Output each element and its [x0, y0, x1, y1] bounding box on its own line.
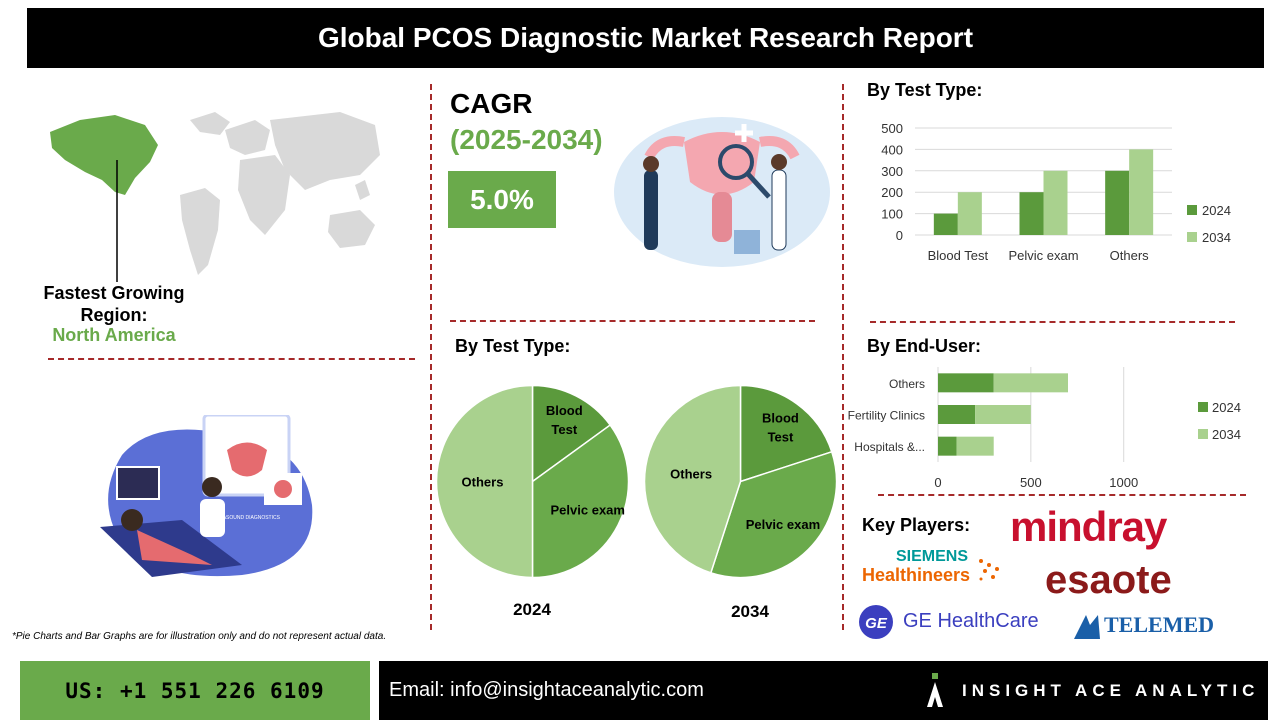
divider-right: [842, 84, 844, 630]
pie-slice: [739, 384, 833, 483]
pie-section-title: By Test Type:: [455, 336, 571, 356]
y-tick-label: Hospitals &...: [854, 440, 925, 454]
pie-label: Test: [551, 422, 577, 437]
telemed-logo-icon: [1074, 615, 1100, 639]
bar-2034: [975, 405, 1031, 424]
telemed-logo: TELEMED: [1104, 612, 1215, 637]
cagr-label: CAGR: [450, 88, 533, 119]
pie-2034-year: 2034: [731, 602, 769, 621]
bar-2034: [993, 373, 1068, 393]
x-tick-label: Blood Test: [928, 248, 989, 263]
ge-healthcare-logo: GE HealthCare: [903, 610, 1039, 632]
bar-2024: [1019, 192, 1044, 235]
legend-swatch-2034: [1198, 429, 1208, 439]
y-tick-label: 300: [881, 164, 903, 179]
pie-2024-year: 2024: [513, 600, 551, 619]
pie-slice: [643, 384, 742, 574]
pie-label: Pelvic exam: [746, 517, 820, 532]
bar-2024: [1105, 170, 1130, 235]
pie-slice: [709, 450, 838, 579]
y-tick-label: 500: [881, 121, 903, 136]
bar-2034: [956, 436, 994, 456]
pie-slice: [531, 424, 630, 579]
bar-2024: [933, 213, 958, 235]
disclaimer: *Pie Charts and Bar Graphs are for illus…: [12, 631, 387, 642]
bar-2024: [938, 405, 976, 424]
brand-logo-icon: [927, 673, 943, 707]
pie-slice: [435, 384, 534, 579]
divider-bar: [870, 321, 1235, 323]
mindray-logo: mindray: [1010, 503, 1167, 550]
bar-2024: [938, 436, 957, 456]
pie-label: Pelvic exam: [551, 503, 625, 518]
cagr-value: 5.0%: [448, 171, 556, 228]
pie-slice: [531, 384, 612, 483]
footer-bar: Email: info@insightaceanalytic.com INSIG…: [379, 661, 1268, 720]
x-tick-label: Pelvic exam: [1008, 248, 1078, 263]
legend-swatch-2024: [1198, 402, 1208, 412]
y-tick-label: Fertility Clinics: [848, 409, 925, 423]
divider-region: [48, 358, 415, 360]
north-america-highlight: [50, 115, 158, 195]
siemens-dots-icon: [975, 555, 1003, 588]
y-tick-label: 400: [881, 142, 903, 157]
ge-logo-icon: GE: [859, 605, 893, 639]
pie-label: Blood: [546, 403, 583, 418]
cagr-period: (2025-2034): [450, 124, 603, 155]
legend-label: 2034: [1202, 230, 1231, 245]
x-tick-label: 0: [934, 475, 941, 490]
uterus-illustration: [614, 117, 830, 267]
footer-email[interactable]: Email: info@insightaceanalytic.com: [389, 679, 704, 701]
legend-label: 2034: [1212, 427, 1241, 442]
divider-enduser: [878, 494, 1246, 496]
legend-label: 2024: [1212, 400, 1241, 415]
legend-swatch-2034: [1187, 232, 1197, 242]
x-tick-label: 1000: [1109, 475, 1138, 490]
svg-text:GE: GE: [865, 615, 888, 632]
esaote-logo: esaote: [1045, 558, 1172, 602]
divider-left: [430, 84, 432, 630]
bar-2024: [938, 373, 994, 393]
y-tick-label: 200: [881, 185, 903, 200]
enduser-chart-title: By End-User:: [867, 336, 982, 356]
key-players-title: Key Players:: [862, 515, 971, 535]
bar-chart-test-type: 0 100 200 300 400 500 Blood Test Pelvic exam Oth…: [881, 121, 1231, 263]
legend-label: 2024: [1202, 203, 1231, 218]
bar-chart-end-user: 0 500 1000 Hospitals &... Fertility Clinics O…: [848, 367, 1241, 490]
bar-2034: [957, 192, 982, 235]
siemens-logo: SIEMENS: [896, 548, 969, 565]
ultrasound-illustration: ULTRASOUND DIAGNOSTICS: [100, 415, 313, 577]
y-tick-label: 0: [896, 228, 903, 243]
pie-chart-2034: Blood Test Pelvic exam Others: [643, 384, 838, 579]
bar-2034: [1043, 170, 1068, 235]
footer-phone[interactable]: US: +1 551 226 6109: [20, 661, 370, 720]
x-tick-label: 500: [1020, 475, 1042, 490]
pie-label: Others: [462, 475, 504, 490]
illustration-screen-text: ULTRASOUND DIAGNOSTICS: [210, 515, 281, 521]
region-value: North America: [52, 325, 176, 345]
pie-label: Others: [670, 467, 712, 482]
y-tick-label: 100: [881, 207, 903, 222]
x-tick-label: Others: [1110, 248, 1150, 263]
pie-chart-2024: Blood Test Pelvic exam Others: [435, 384, 630, 579]
pie-label: Test: [768, 429, 794, 444]
divider-cagr: [450, 320, 815, 322]
pie-label: Blood: [762, 410, 799, 425]
bar-chart-title: By Test Type:: [867, 80, 983, 100]
footer-brand: INSIGHT ACE ANALYTIC: [962, 681, 1260, 700]
y-tick-label: Others: [889, 377, 925, 391]
world-map: [50, 112, 380, 282]
bar-2034: [1129, 149, 1154, 235]
legend-swatch-2024: [1187, 205, 1197, 215]
page-title: Global PCOS Diagnostic Market Research R…: [27, 8, 1264, 68]
healthineers-logo: Healthineers: [862, 565, 971, 585]
region-label: Fastest Growing Region:: [43, 283, 185, 325]
